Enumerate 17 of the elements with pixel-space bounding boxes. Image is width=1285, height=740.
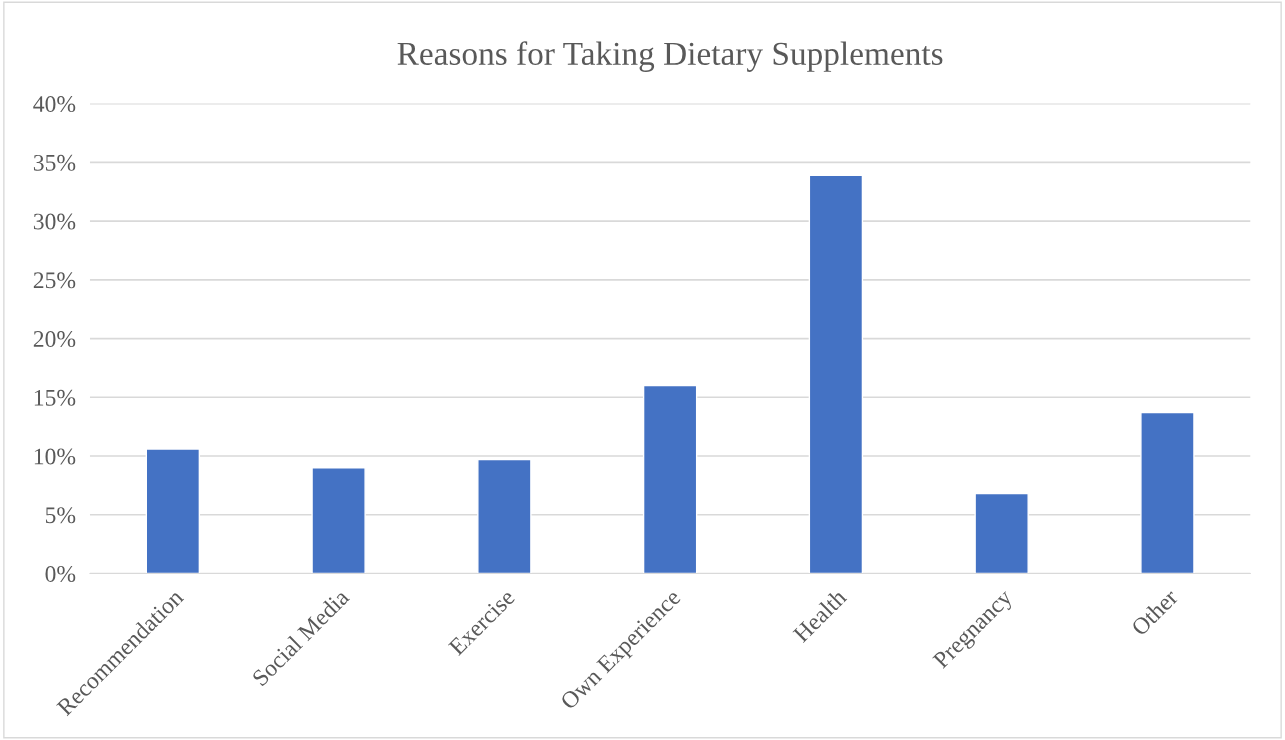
bar <box>642 384 698 574</box>
y-tick-label: 40% <box>33 96 76 113</box>
bar <box>974 492 1029 574</box>
y-tick-label: 10% <box>34 448 76 465</box>
y-tick-label: 15% <box>34 389 76 406</box>
y-tick-label: 5% <box>45 507 76 524</box>
y-tick-label: 20% <box>33 331 76 348</box>
bar <box>145 448 201 574</box>
y-tick-label: 30% <box>33 213 76 230</box>
y-tick-label: 0% <box>45 565 76 582</box>
y-tick-label: 35% <box>33 154 76 171</box>
bar <box>1140 411 1195 574</box>
y-tick-label: 25% <box>33 272 76 289</box>
bar <box>311 467 366 574</box>
bar <box>477 458 532 574</box>
chart-title: Reasons for Taking Dietary Supplements <box>397 41 943 72</box>
bar <box>808 174 864 574</box>
